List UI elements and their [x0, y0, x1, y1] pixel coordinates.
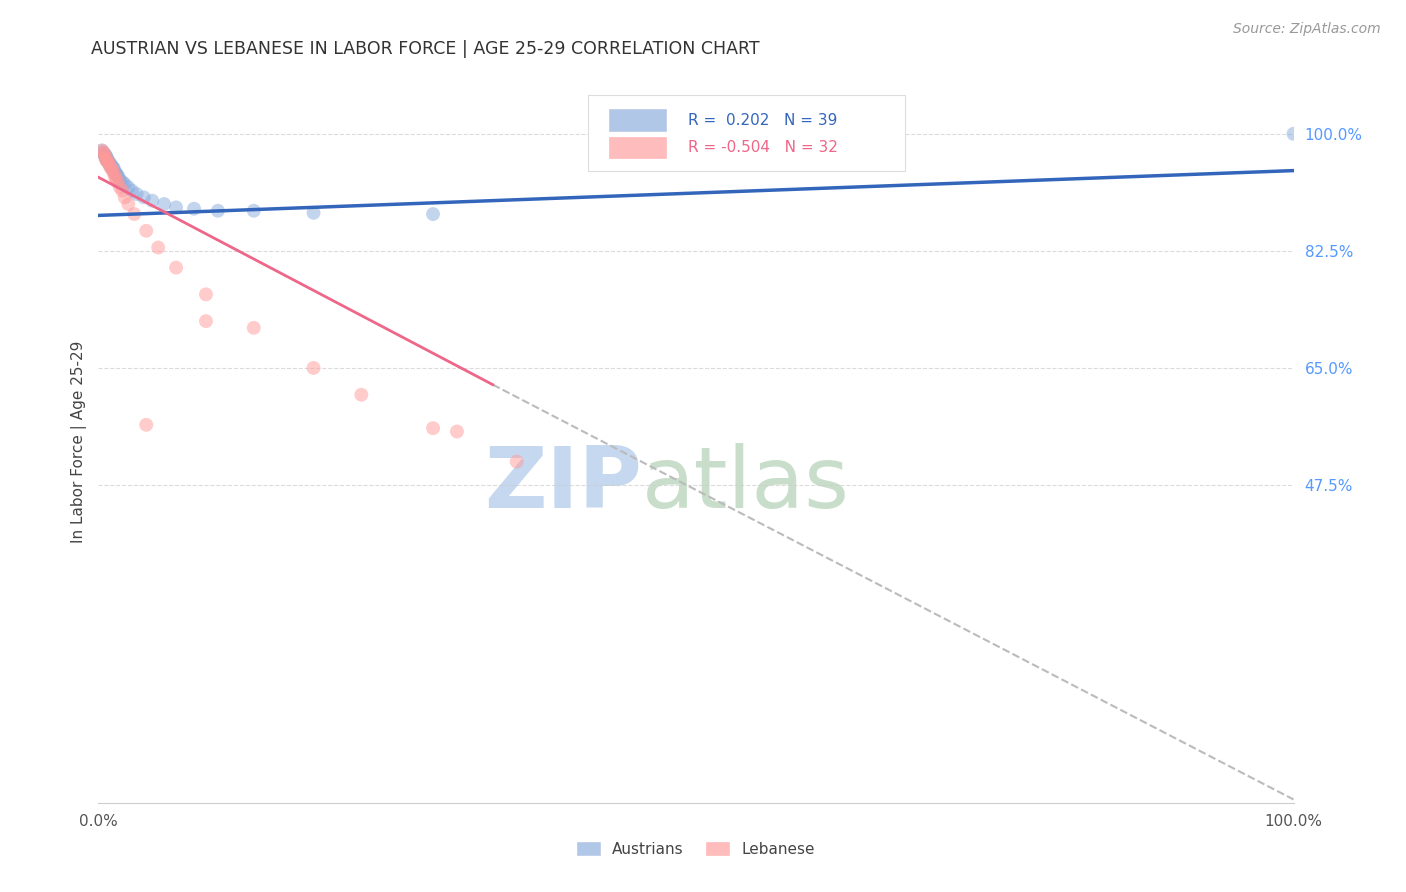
- Point: [98, 157, 122, 171]
- Text: R = -0.504   N = 32: R = -0.504 N = 32: [688, 140, 838, 155]
- Point: [91, 145, 114, 160]
- Point: [195, 287, 218, 301]
- Point: [100, 161, 122, 176]
- Point: [103, 163, 125, 178]
- Bar: [609, 136, 666, 158]
- Point: [97, 153, 120, 168]
- Point: [506, 455, 529, 469]
- Point: [148, 241, 170, 255]
- Point: [100, 159, 122, 173]
- Point: [302, 206, 325, 220]
- Point: [98, 159, 122, 173]
- Point: [97, 155, 120, 169]
- Point: [94, 150, 117, 164]
- Point: [1282, 127, 1305, 141]
- Point: [135, 417, 157, 432]
- Point: [103, 167, 125, 181]
- Point: [243, 321, 266, 335]
- Point: [350, 387, 373, 401]
- Point: [183, 202, 205, 216]
- Point: [422, 207, 444, 221]
- Point: [125, 187, 148, 202]
- Point: [104, 170, 127, 185]
- Point: [107, 170, 129, 185]
- Point: [117, 197, 139, 211]
- Point: [132, 190, 155, 204]
- FancyBboxPatch shape: [589, 95, 905, 170]
- Point: [207, 203, 229, 218]
- Point: [93, 148, 115, 162]
- Point: [93, 147, 115, 161]
- Point: [111, 175, 134, 189]
- Point: [153, 197, 176, 211]
- Point: [94, 153, 117, 167]
- Point: [96, 153, 118, 168]
- Point: [124, 207, 146, 221]
- Point: [105, 172, 128, 186]
- Point: [97, 155, 120, 169]
- Point: [114, 177, 136, 191]
- Text: atlas: atlas: [643, 443, 851, 526]
- Point: [108, 180, 131, 194]
- Legend: Austrians, Lebanese: Austrians, Lebanese: [576, 841, 815, 856]
- Point: [98, 157, 121, 171]
- Point: [121, 184, 143, 198]
- Point: [98, 161, 122, 175]
- Point: [165, 260, 187, 275]
- Point: [105, 167, 128, 181]
- Point: [93, 147, 115, 161]
- Point: [165, 201, 187, 215]
- Point: [111, 184, 134, 198]
- Point: [94, 148, 117, 162]
- Point: [114, 190, 136, 204]
- Point: [96, 153, 118, 167]
- Point: [117, 180, 139, 194]
- Point: [141, 194, 163, 208]
- Point: [91, 144, 114, 158]
- Point: [98, 155, 121, 169]
- Point: [96, 150, 118, 164]
- Point: [108, 173, 131, 188]
- Point: [104, 166, 127, 180]
- Point: [107, 175, 129, 189]
- Text: AUSTRIAN VS LEBANESE IN LABOR FORCE | AGE 25-29 CORRELATION CHART: AUSTRIAN VS LEBANESE IN LABOR FORCE | AG…: [91, 40, 761, 58]
- Y-axis label: In Labor Force | Age 25-29: In Labor Force | Age 25-29: [72, 341, 87, 542]
- Point: [195, 314, 218, 328]
- Point: [94, 150, 117, 164]
- Point: [103, 161, 125, 176]
- Point: [96, 153, 118, 168]
- Point: [91, 145, 114, 160]
- Point: [135, 224, 157, 238]
- Point: [98, 157, 121, 171]
- Point: [446, 425, 468, 439]
- Point: [302, 361, 325, 376]
- Point: [101, 163, 124, 178]
- Point: [422, 421, 444, 435]
- Point: [91, 144, 114, 158]
- Text: Source: ZipAtlas.com: Source: ZipAtlas.com: [1233, 22, 1381, 37]
- Text: R =  0.202   N = 39: R = 0.202 N = 39: [688, 112, 837, 128]
- Point: [101, 161, 124, 175]
- Bar: [609, 109, 666, 131]
- Point: [107, 169, 129, 183]
- Point: [243, 203, 266, 218]
- Text: ZIP: ZIP: [485, 443, 643, 526]
